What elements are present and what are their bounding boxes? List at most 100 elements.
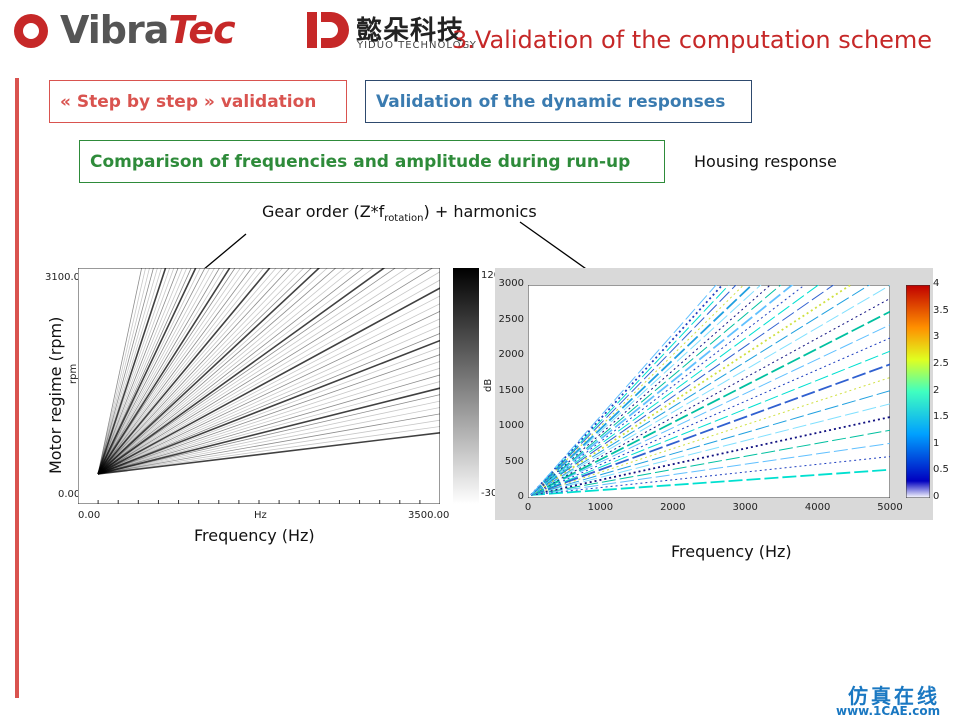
left-colorbar-top: 120 (481, 270, 501, 281)
left-order-line (97, 295, 440, 475)
left-order-line (97, 268, 215, 475)
right-order-line (530, 285, 806, 496)
left-ylabel: Motor regime (rpm) (46, 316, 65, 474)
left-order-line (97, 381, 440, 475)
right-colorbar-tick: 0.5 (933, 464, 949, 476)
left-order-line (97, 268, 258, 475)
left-order-line (97, 268, 253, 475)
right-order-line (530, 310, 890, 496)
left-order-line (97, 268, 188, 475)
left-order-line (97, 332, 440, 475)
right-order-line (530, 416, 890, 496)
left-order-line (97, 268, 225, 475)
left-xtick-left: 0.00 (78, 510, 101, 521)
left-order-line (97, 354, 440, 475)
left-order-line (97, 310, 440, 475)
left-order-line (97, 279, 440, 475)
right-order-line (530, 285, 754, 496)
left-order-line (97, 268, 162, 475)
left-order-line (97, 268, 146, 475)
right-ytick: 3000 (498, 278, 524, 289)
left-order-line (97, 287, 440, 475)
left-order-line (97, 268, 197, 475)
left-order-line (97, 268, 236, 475)
left-order-line (97, 268, 298, 475)
left-order-line (97, 268, 201, 475)
housing-response-label: Housing response (694, 152, 837, 171)
right-order-line (530, 337, 890, 496)
left-order-line (97, 374, 440, 475)
right-ytick: 500 (504, 455, 524, 467)
right-order-line (530, 298, 890, 496)
left-colorbar-label: dB (483, 378, 494, 392)
right-colorbar-tick: 3 (933, 331, 940, 343)
right-order-line (530, 403, 890, 496)
left-order-line (97, 268, 271, 475)
left-order-line (97, 268, 434, 475)
right-xtick: 2000 (660, 502, 686, 513)
right-order-line (530, 285, 871, 496)
left-order-line (97, 268, 206, 475)
left-order-line (97, 268, 421, 475)
left-order-line (97, 268, 167, 475)
right-order-lines (530, 285, 890, 496)
left-colorbar (453, 268, 479, 504)
left-ytick-top: 3100.00 (45, 272, 87, 283)
left-order-line (97, 367, 440, 475)
right-order-line (530, 285, 794, 496)
right-colorbar-tick: 2 (933, 384, 940, 396)
left-xlabel: Frequency (Hz) (194, 526, 315, 545)
watermark-chinese: 仿真在线 (848, 684, 940, 708)
right-order-line (530, 285, 820, 496)
left-order-line (97, 268, 396, 475)
right-ytick: 2000 (498, 349, 524, 360)
left-order-line (97, 268, 211, 475)
right-order-line (530, 285, 717, 496)
left-order-line (97, 268, 183, 475)
left-order-line (97, 268, 192, 475)
right-xtick: 1000 (587, 502, 614, 513)
left-order-line (97, 268, 386, 475)
right-spectrogram (528, 285, 890, 498)
right-order-line (530, 468, 890, 496)
right-order-line (530, 285, 737, 496)
right-order-line (530, 363, 890, 496)
left-order-line (97, 268, 220, 475)
left-order-line (97, 303, 440, 475)
left-order-line (97, 268, 355, 475)
right-ytick: 1500 (498, 384, 524, 396)
right-xtick: 0 (524, 502, 532, 513)
left-order-line (97, 268, 143, 475)
yiduo-logo-icon (307, 12, 349, 48)
right-colorbar-tick: 0 (933, 491, 940, 502)
right-ytick: 0 (517, 491, 524, 502)
right-colorbar (906, 285, 930, 498)
left-ytick-bottom: 0.00 (58, 489, 81, 500)
left-order-line (97, 268, 171, 475)
left-order-line (97, 268, 179, 475)
left-order-line (97, 268, 150, 475)
right-order-line (530, 285, 835, 496)
left-order-line (97, 318, 440, 475)
right-order-line (530, 442, 890, 496)
comparison-box: Comparison of frequencies and amplitude … (79, 140, 665, 183)
left-order-line (97, 431, 440, 475)
left-order-line (97, 394, 440, 475)
left-order-line (97, 347, 440, 475)
left-order-line (97, 268, 328, 475)
left-order-line (97, 268, 365, 475)
left-order-line (97, 268, 337, 475)
right-colorbar-tick: 3.5 (933, 304, 949, 316)
right-order-line (530, 285, 730, 496)
vibratec-logo-icon (14, 14, 48, 48)
step-by-step-box: « Step by step » validation (49, 80, 347, 123)
left-xtick-right: 3500.00 (408, 510, 450, 521)
left-order-line (97, 268, 265, 475)
right-order-line (530, 285, 890, 496)
left-order-line (97, 268, 408, 475)
left-order-line (97, 268, 241, 475)
left-order-line (97, 407, 440, 475)
left-order-line (97, 268, 284, 475)
right-xtick: 4000 (804, 502, 831, 513)
left-inner-xlabel: Hz (254, 510, 267, 521)
